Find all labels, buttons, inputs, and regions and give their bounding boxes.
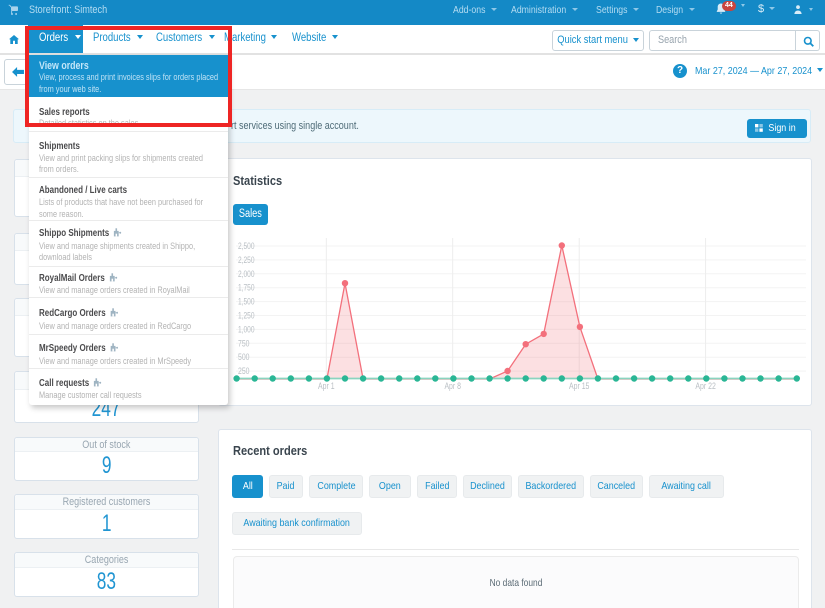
svg-text:1,250: 1,250 [238, 311, 255, 321]
svg-text:Apr 22: Apr 22 [695, 381, 716, 391]
svg-text:1,500: 1,500 [238, 297, 255, 307]
svg-text:250: 250 [238, 366, 250, 376]
svg-text:1,000: 1,000 [238, 324, 255, 334]
svg-text:500: 500 [238, 352, 250, 362]
svg-text:2,250: 2,250 [238, 255, 255, 265]
svg-text:1,750: 1,750 [238, 283, 255, 293]
svg-text:Apr 8: Apr 8 [444, 381, 461, 391]
svg-text:2,000: 2,000 [238, 269, 255, 279]
svg-text:Apr 15: Apr 15 [569, 381, 590, 391]
svg-text:750: 750 [238, 338, 250, 348]
svg-text:Apr 1: Apr 1 [318, 381, 335, 391]
svg-text:2,500: 2,500 [238, 241, 255, 251]
